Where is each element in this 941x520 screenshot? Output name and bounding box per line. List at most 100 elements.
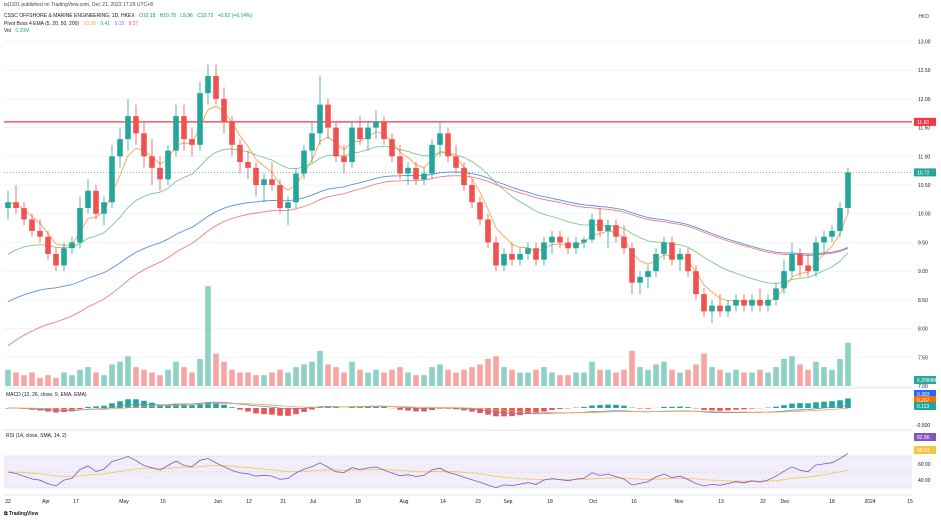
macd-histogram-bar — [277, 408, 283, 416]
volume-bar — [509, 369, 515, 386]
candle-body — [629, 248, 635, 283]
macd-histogram-bar — [533, 408, 539, 414]
volume-bar — [205, 286, 211, 386]
volume-bar — [517, 372, 523, 386]
macd-histogram-bar — [125, 399, 131, 408]
volume-bar — [613, 372, 619, 386]
grid — [4, 40, 912, 387]
macd-histogram-bar — [157, 404, 163, 408]
macd-value-tag-bg — [914, 390, 936, 398]
candle-body — [533, 248, 539, 260]
rsi-value-tag: 82.86 — [917, 435, 930, 441]
volume-label[interactable]: Vol — [4, 28, 11, 34]
volume-bar — [269, 372, 275, 386]
change-value: +0.62 (+6.14%) — [217, 13, 253, 19]
resistance-price-tag-bg — [914, 117, 936, 126]
price-tick-label: 9.50 — [918, 240, 928, 246]
candle-body — [349, 127, 355, 163]
rsi-tick-label: 60.00 — [918, 462, 931, 468]
macd-histogram-bar — [117, 401, 123, 408]
price-tick-label: 10.00 — [918, 212, 931, 218]
macd-histogram-bar — [701, 408, 707, 410]
candle-body — [693, 271, 699, 295]
macd-histogram-bar — [541, 408, 547, 412]
candle-body — [109, 156, 115, 203]
time-tick-label: Nov — [675, 499, 684, 505]
macd-histogram-bar — [717, 408, 723, 411]
resistance-line — [4, 121, 912, 173]
rsi-value-tag-bg — [914, 433, 936, 441]
candle-body — [565, 242, 571, 249]
volume-bar — [125, 356, 131, 386]
time-tick-label: 18 — [829, 499, 835, 505]
macd-histogram-bar — [245, 408, 251, 412]
volume-bar — [197, 358, 203, 386]
rsi-label: RSI (14, close, SMA, 14, 2) — [6, 433, 67, 439]
macd-histogram-bar — [333, 407, 339, 408]
candle-body — [381, 121, 387, 140]
volume-bar — [293, 367, 299, 386]
pivot-label[interactable]: Pivot Boss 4 EMA (5, 20, 50, 200) — [4, 21, 80, 27]
candle-body — [69, 242, 75, 249]
macd-histogram-bar — [429, 408, 435, 411]
symbol-title[interactable]: CSSC OFFSHORE & MARINE ENGINEERING, 1D, … — [4, 13, 135, 19]
time-tick-label: Oct — [589, 499, 597, 505]
low-value: L9.96 — [180, 13, 193, 19]
volume-bar — [797, 364, 803, 386]
volume-bar — [181, 367, 187, 386]
rsi-ma-value-tag-bg — [914, 446, 936, 454]
price-tick-label: 11.50 — [918, 126, 930, 132]
candle-body — [357, 127, 363, 140]
volume-bar — [597, 369, 603, 386]
volume-value-tag: 6.2084M — [917, 378, 936, 384]
candle-body — [621, 236, 627, 249]
candle-body — [277, 185, 283, 208]
volume-bar — [677, 372, 683, 386]
rsi-ma-line — [7, 465, 849, 482]
macd-histogram-bar — [661, 406, 667, 408]
volume-bar — [653, 364, 659, 386]
volume-bar — [485, 358, 491, 386]
macd-histogram-bar — [93, 406, 99, 408]
macd-histogram-bar — [101, 405, 107, 408]
time-tick-label: 15 — [907, 499, 913, 505]
volume-bar — [85, 367, 91, 386]
macd-value-tag: 0.113 — [917, 404, 929, 410]
volume-bar — [245, 372, 251, 386]
macd-histogram-bar — [797, 403, 803, 408]
macd-pane: MACD (12, 26, close, 9, EMA, EMA) — [4, 387, 912, 417]
candle-body — [93, 190, 99, 214]
volume-bar — [149, 372, 155, 386]
price-tick-label: 10.50 — [918, 183, 931, 189]
candle-body — [597, 219, 603, 231]
macd-histogram-bar — [221, 404, 227, 408]
volume-bar — [261, 375, 267, 386]
volume-bar — [605, 369, 611, 386]
candle-body — [5, 202, 11, 208]
candle-body — [77, 208, 83, 243]
last-price-tag-bg — [914, 168, 936, 177]
macd-histogram-bar — [645, 408, 651, 409]
candle-body — [509, 253, 515, 260]
volume-bar — [5, 369, 11, 386]
volume-bar — [61, 372, 67, 386]
price-tick-label: 7.50 — [918, 355, 928, 361]
time-tick-label: 17 — [73, 499, 79, 505]
price-tick-label: 13.00 — [918, 39, 931, 45]
macd-histogram-bar — [373, 406, 379, 408]
close-value: C10.72 — [197, 13, 214, 19]
pivot-legend: Pivot Boss 4 EMA (5, 20, 50, 200) 10.38 … — [4, 21, 141, 27]
candle-body — [485, 219, 491, 243]
candle-body — [397, 156, 403, 174]
candle-body — [805, 265, 811, 272]
candle-body — [845, 172, 851, 208]
macd-histogram-bar — [309, 408, 315, 410]
macd-histogram-bar — [477, 408, 483, 414]
volume-bar — [789, 356, 795, 386]
volume-bar — [93, 372, 99, 386]
macd-histogram-bar — [709, 408, 715, 411]
candle-body — [837, 208, 843, 231]
macd-histogram-bar — [197, 403, 203, 408]
